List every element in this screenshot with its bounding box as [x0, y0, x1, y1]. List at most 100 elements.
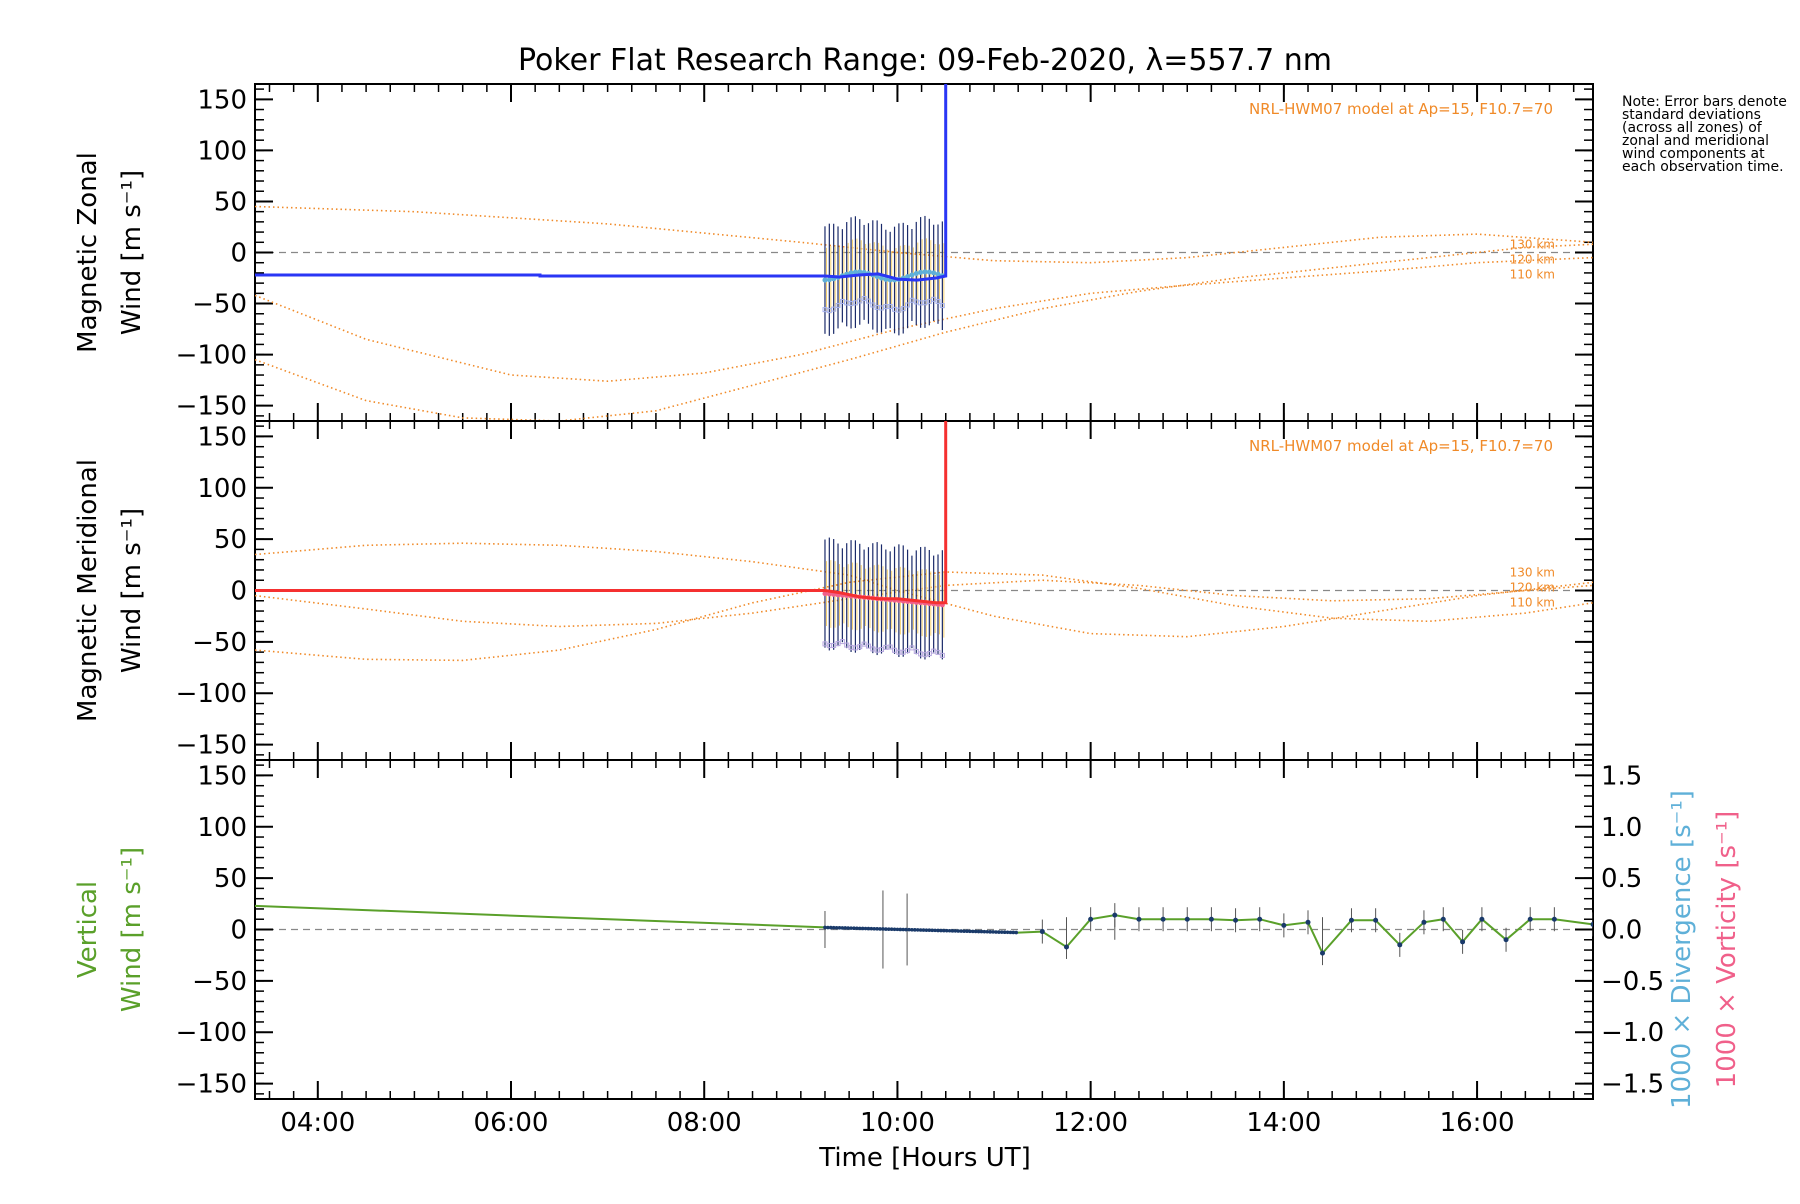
y-tick-label: −50	[192, 628, 247, 658]
model-curve	[255, 243, 1593, 421]
scatter-point	[900, 306, 906, 312]
model-height-label: 110 km	[1510, 268, 1555, 282]
y-axis-label: Magnetic Zonal	[73, 152, 103, 353]
scatter-point	[861, 296, 867, 302]
observation-point	[886, 927, 891, 931]
mean-point	[922, 269, 928, 275]
scatter-point	[935, 298, 941, 304]
observation-point	[962, 929, 966, 933]
mean-point	[913, 271, 919, 277]
y-tick-label: −50	[192, 290, 247, 320]
observation-point	[846, 926, 850, 930]
observation-point	[869, 926, 874, 931]
mean-point	[918, 269, 924, 275]
y-tick-label: −150	[176, 731, 247, 761]
y2-tick-label: 0.0	[1601, 916, 1642, 946]
observation-point	[823, 925, 827, 930]
observation-point	[852, 926, 856, 931]
observation-point	[915, 928, 920, 932]
observation-point	[1136, 916, 1142, 922]
x-tick-label: 10:00	[860, 1108, 935, 1138]
mean-point	[852, 269, 858, 275]
observation-point	[1320, 950, 1326, 956]
observation-point	[872, 926, 877, 931]
observation-point	[939, 928, 943, 933]
observation-point	[1281, 922, 1287, 928]
x-tick-label: 14:00	[1246, 1108, 1321, 1138]
observation-point	[1184, 916, 1190, 922]
observation-point	[970, 929, 975, 934]
plot-area	[255, 421, 1593, 662]
y-axis-label-unit: Wind [m s⁻¹]	[117, 508, 147, 673]
observation-point	[976, 929, 981, 934]
mean-point	[909, 272, 915, 278]
x-tick-label: 16:00	[1440, 1108, 1515, 1138]
y-tick-label: 150	[197, 85, 247, 115]
observation-point	[933, 928, 937, 933]
observation-point	[956, 929, 961, 933]
panel-vertical: −150 −100 −50 0 50 100 150 Vertical Wind [m s⁻¹]…	[73, 759, 1742, 1109]
observation-point	[950, 929, 955, 933]
y-tick-label: −100	[176, 679, 247, 709]
model-curve	[255, 571, 1593, 662]
observation-point	[884, 927, 888, 931]
panel-zonal: −150 −100 −50 0 50 100 150 Magnetic Zonal Wind […	[73, 83, 1594, 422]
observation-point	[855, 926, 859, 931]
observation-point	[910, 927, 914, 932]
observation-point	[831, 925, 836, 930]
mean-point	[878, 275, 884, 281]
model-label: NRL-HWM07 model at Ap=15, F10.7=70	[1249, 437, 1553, 455]
y2-tick-label: 0.5	[1601, 864, 1642, 894]
observation-point	[826, 925, 830, 930]
model-curve	[255, 205, 1593, 264]
y2-tick-label: −1.0	[1601, 1018, 1664, 1048]
y-axis-label-unit: Wind [m s⁻¹]	[117, 170, 147, 335]
observation-point	[1039, 929, 1045, 935]
observation-point	[924, 928, 929, 932]
observation-point	[1527, 916, 1533, 922]
observation-point	[1551, 916, 1557, 922]
observation-point	[1005, 930, 1010, 935]
model-height-label: 130 km	[1510, 566, 1555, 580]
mean-point	[822, 277, 828, 283]
observation-point	[901, 927, 906, 932]
model-curve	[255, 256, 1593, 383]
mean-point	[883, 276, 889, 282]
observation-point	[904, 927, 908, 932]
observation-point	[930, 928, 935, 933]
observation-point	[918, 928, 923, 932]
y-tick-label: 50	[214, 187, 247, 217]
y-tick-label: 100	[197, 136, 247, 166]
mean-point	[935, 271, 941, 277]
observation-point	[857, 926, 862, 931]
observation-point	[875, 927, 879, 931]
y-axis-label: Vertical	[73, 881, 103, 978]
observation-point	[991, 930, 995, 934]
observation-point	[1397, 942, 1403, 948]
observation-point	[1305, 919, 1311, 925]
y2-axis-label-divergence: 1000 × Divergence [s⁻¹]	[1667, 790, 1697, 1109]
observation-point	[1160, 916, 1166, 922]
observation-point	[999, 930, 1004, 934]
observation-point	[889, 927, 894, 932]
observation-point	[907, 927, 911, 932]
model-height-label: 110 km	[1510, 596, 1555, 610]
plot-area	[255, 84, 1593, 421]
observation-point	[1011, 930, 1016, 935]
mean-point	[848, 270, 854, 276]
mean-point	[826, 277, 832, 283]
observation-point	[1373, 917, 1379, 923]
y2-tick-label: −1.5	[1601, 1070, 1664, 1100]
observation-point	[843, 926, 848, 930]
observation-point	[982, 929, 987, 934]
observation-point	[1479, 916, 1485, 922]
observation-point	[1348, 917, 1354, 923]
y-tick-label: 0	[230, 577, 247, 607]
scatter-point	[839, 639, 845, 645]
y-axis-label: Magnetic Meridional	[73, 459, 103, 722]
scatter-point	[887, 644, 893, 650]
observation-point	[927, 928, 932, 933]
chart-title: Poker Flat Research Range: 09-Feb-2020, …	[518, 43, 1332, 78]
observation-point	[898, 927, 903, 932]
